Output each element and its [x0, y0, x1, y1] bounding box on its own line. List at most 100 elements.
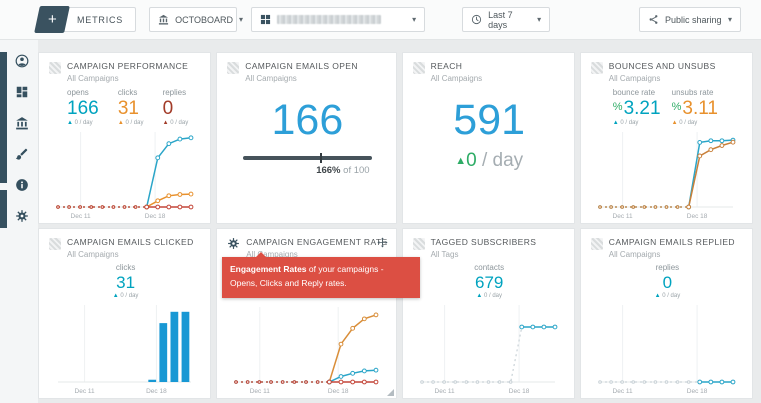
card-title: BOUNCES AND UNSUBS	[608, 61, 716, 71]
card-title: CAMPAIGN EMAILS REPLIED	[608, 237, 735, 247]
move-icon[interactable]	[377, 237, 388, 248]
date-range-dropdown[interactable]: Last 7 days ▾	[462, 7, 551, 32]
card-title: CAMPAIGN EMAILS CLICKED	[67, 237, 194, 247]
svg-text:Dec 11: Dec 11	[434, 388, 454, 395]
metrics-button-label: METRICS	[77, 14, 124, 25]
sidebar	[0, 40, 38, 403]
widget-thumbnail-icon	[227, 62, 240, 74]
card-header: REACH All Campaigns	[412, 61, 566, 83]
gear-icon[interactable]	[227, 237, 240, 250]
widget-campaign-engagement-rate[interactable]: CAMPAIGN ENGAGEMENT RATE All Campaigns D…	[216, 228, 397, 399]
dashboard-dropdown[interactable]: ▾	[251, 7, 426, 32]
up-arrow-icon: ▲	[67, 119, 73, 126]
svg-text:Dec 11: Dec 11	[250, 388, 270, 395]
chevron-down-icon: ▾	[727, 15, 732, 24]
widget-grid: CAMPAIGN PERFORMANCE All Campaigns opens…	[38, 52, 753, 399]
progress-bar	[243, 152, 372, 163]
card-subtitle: All Campaigns	[608, 249, 661, 259]
widget-thumbnail-icon	[590, 62, 603, 74]
card-header: CAMPAIGN EMAILS OPEN All Campaigns	[227, 61, 387, 83]
widget-bounces-unsubs[interactable]: BOUNCES AND UNSUBS All Campaigns bounce …	[579, 52, 753, 224]
card-subtitle: All Tags	[430, 249, 459, 259]
widget-thumbnail-icon	[49, 238, 61, 250]
metric-clicks: clicks 31 ▲ 0 / day	[117, 87, 144, 126]
topbar: + METRICS OCTOBOARD ▾ ▾ Last 7 days ▾ Pu…	[0, 0, 761, 40]
delta-per-day: ▲0 / day	[455, 149, 524, 171]
percent-sign: %	[612, 100, 623, 113]
chevron-down-icon: ▾	[537, 15, 542, 24]
card-header: BOUNCES AND UNSUBS All Campaigns	[590, 61, 744, 83]
widget-thumbnail-icon	[412, 62, 425, 74]
metric-clicks: clicks 31 ▲ 0 / day	[112, 262, 139, 299]
svg-text:Dec 18: Dec 18	[146, 388, 167, 395]
metric-unsubs-rate: unsubs rate %3.11 ▲ 0 / day	[671, 87, 718, 126]
metric-replies: replies 0 ▲ 0 / day	[162, 87, 189, 126]
widget-tagged-subscribers[interactable]: TAGGED SUBSCRIBERS All Tags contacts 679…	[401, 228, 575, 399]
svg-text:Dec 18: Dec 18	[687, 213, 708, 220]
line-chart: Dec 11 Dec 18	[414, 299, 565, 396]
chevron-down-icon: ▾	[238, 15, 243, 24]
grid-icon	[260, 14, 271, 25]
sidebar-active-strip	[0, 190, 7, 228]
line-chart: Dec 11 Dec 18	[592, 299, 743, 396]
widget-campaign-emails-clicked[interactable]: CAMPAIGN EMAILS CLICKED All Campaigns cl…	[38, 228, 212, 399]
svg-text:Dec 11: Dec 11	[71, 213, 91, 220]
card-header: CAMPAIGN PERFORMANCE All Campaigns	[49, 61, 202, 83]
card-title: CAMPAIGN PERFORMANCE	[67, 61, 189, 71]
settings-icon[interactable]	[15, 209, 29, 223]
widget-campaign-emails-replied[interactable]: CAMPAIGN EMAILS REPLIED All Campaigns re…	[579, 228, 753, 399]
up-arrow-icon: ▲	[612, 119, 619, 126]
card-subtitle: All Campaigns	[245, 73, 297, 83]
widget-campaign-emails-open[interactable]: CAMPAIGN EMAILS OPEN All Campaigns 166 1…	[216, 52, 397, 224]
public-sharing-label: Public sharing	[665, 14, 722, 25]
masked-dashboard-name	[277, 15, 382, 24]
metric-replies: replies 0 ▲ 0 / day	[654, 262, 681, 299]
metric-opens: opens 166 ▲ 0 / day	[67, 87, 99, 126]
up-arrow-icon: ▲	[455, 154, 467, 167]
date-range-label: Last 7 days	[488, 9, 513, 30]
svg-text:Dec 18: Dec 18	[687, 388, 708, 395]
widget-reach[interactable]: REACH All Campaigns 591 ▲0 / day	[401, 52, 575, 224]
widget-thumbnail-icon	[590, 238, 603, 250]
dashboards-icon[interactable]	[15, 85, 29, 99]
tooltip-text: of your campaigns - Opens, Clicks and Re…	[230, 264, 384, 289]
bar-chart: Dec 11 Dec 18	[50, 299, 201, 396]
card-title: TAGGED SUBSCRIBERS	[430, 237, 537, 247]
metrics-row: opens 166 ▲ 0 / day clicks 31 ▲ 0 / day …	[49, 83, 202, 126]
svg-text:Dec 18: Dec 18	[328, 388, 349, 395]
card-subtitle: All Campaigns	[430, 73, 483, 83]
templates-icon[interactable]	[15, 116, 29, 130]
up-arrow-icon: ▲	[112, 292, 119, 299]
line-chart: Dec 11 Dec 18	[228, 301, 386, 396]
svg-text:Dec 18: Dec 18	[145, 213, 166, 220]
account-icon[interactable]	[15, 54, 29, 68]
tooltip-bold-text: Engagement Rates	[230, 264, 307, 274]
up-arrow-icon: ▲	[476, 292, 483, 299]
organization-dropdown[interactable]: OCTOBOARD ▾	[149, 7, 243, 32]
add-metrics-button[interactable]: + METRICS	[34, 6, 137, 33]
card-subtitle: All Campaigns	[67, 249, 119, 259]
card-subtitle: All Campaigns	[67, 73, 119, 83]
widget-thumbnail-icon	[49, 62, 61, 74]
card-subtitle: All Campaigns	[246, 249, 298, 259]
theme-icon[interactable]	[15, 147, 29, 161]
svg-text:Dec 11: Dec 11	[75, 388, 95, 395]
line-chart: Dec 11 Dec 18	[50, 126, 201, 221]
card-subtitle: All Campaigns	[608, 73, 661, 83]
card-title: CAMPAIGN EMAILS OPEN	[245, 61, 358, 71]
card-header: TAGGED SUBSCRIBERS All Tags	[412, 237, 566, 259]
resize-handle[interactable]	[386, 389, 394, 396]
public-sharing-dropdown[interactable]: Public sharing ▾	[639, 7, 741, 32]
up-arrow-icon: ▲	[117, 119, 124, 126]
target-marker	[320, 152, 323, 163]
line-chart: Dec 11 Dec 18	[592, 126, 743, 221]
widget-campaign-performance[interactable]: CAMPAIGN PERFORMANCE All Campaigns opens…	[38, 52, 212, 224]
metrics-row: bounce rate %3.21 ▲ 0 / day unsubs rate …	[591, 83, 744, 126]
info-icon[interactable]	[15, 178, 29, 192]
up-arrow-icon: ▲	[671, 119, 678, 126]
sidebar-edge-strip	[0, 52, 7, 183]
card-header: CAMPAIGN EMAILS REPLIED All Campaigns	[590, 237, 744, 259]
card-header: CAMPAIGN ENGAGEMENT RATE All Campaigns	[227, 237, 387, 259]
progress-caption: 166% of 100	[316, 164, 370, 176]
big-number: 591	[453, 95, 526, 144]
